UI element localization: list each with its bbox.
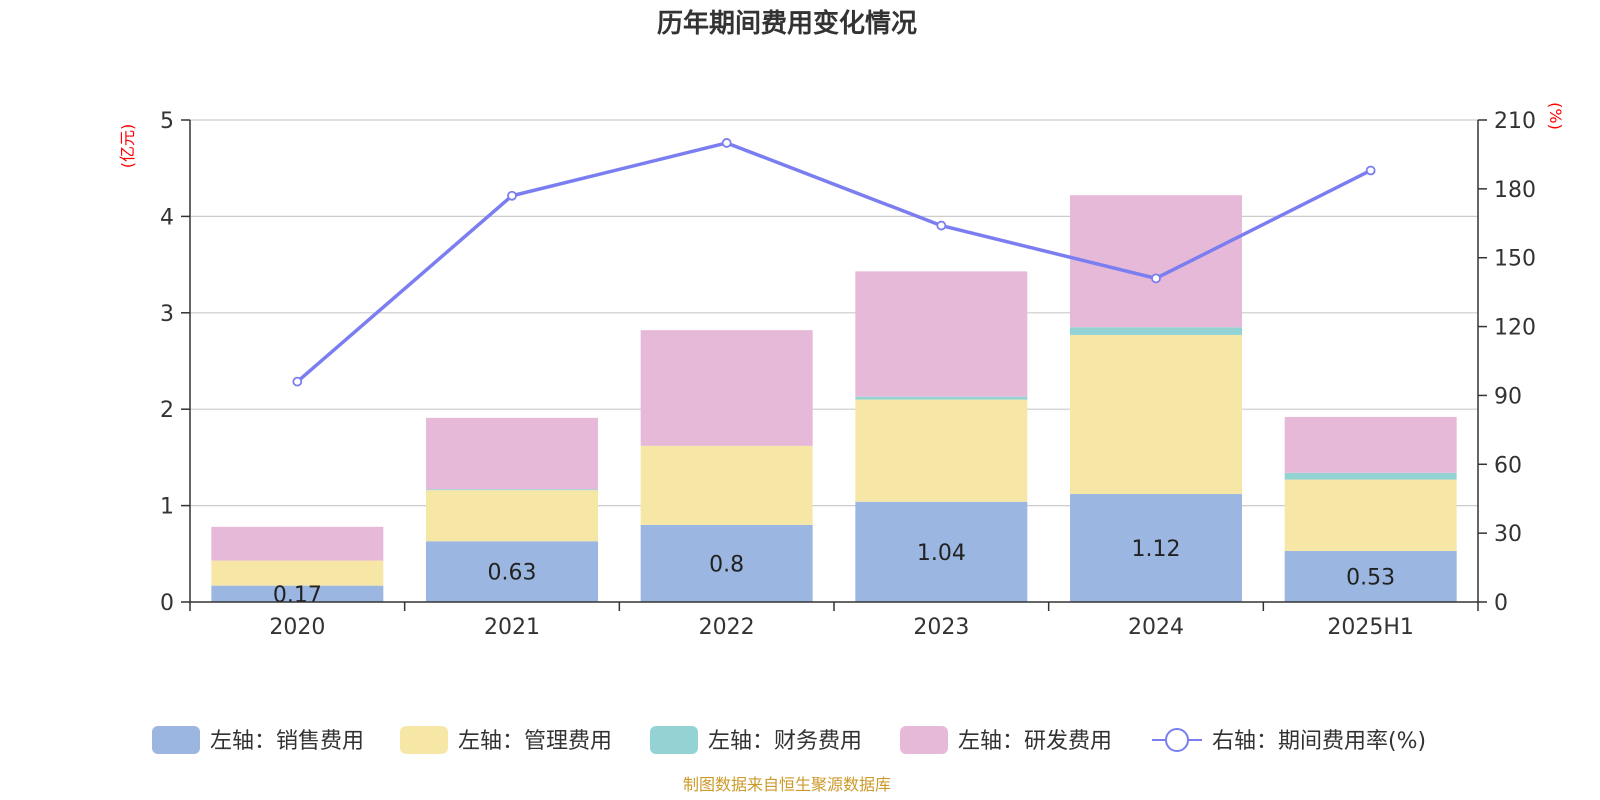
right-axis-unit: (%) xyxy=(1546,102,1565,130)
bar-segment xyxy=(426,417,598,490)
legend-label: 左轴：管理费用 xyxy=(458,729,612,754)
bar-segment xyxy=(1070,334,1242,495)
legend-label: 右轴：期间费用率(%) xyxy=(1212,729,1426,754)
bar-segment xyxy=(211,560,384,586)
right-tick-label: 120 xyxy=(1494,316,1536,341)
bar-segment xyxy=(1070,327,1242,335)
left-tick-label: 3 xyxy=(160,302,174,327)
right-tick-label: 90 xyxy=(1494,384,1522,409)
right-tick-label: 30 xyxy=(1494,522,1522,547)
right-tick-label: 150 xyxy=(1494,247,1536,272)
bar-segment xyxy=(211,526,384,561)
gridlines xyxy=(190,119,1478,507)
left-axis-unit: (亿元) xyxy=(118,124,137,169)
bar-segment xyxy=(1070,195,1242,328)
legend-swatch xyxy=(900,726,948,754)
legend-label: 左轴：财务费用 xyxy=(708,729,862,754)
bar-segment xyxy=(1284,472,1457,480)
bar-segment xyxy=(640,330,813,446)
x-tick-label: 2023 xyxy=(913,615,969,640)
bar-segment xyxy=(855,396,1028,400)
line-series xyxy=(292,138,1376,387)
right-tick-label: 60 xyxy=(1494,453,1522,478)
axes: 0 1 2 3 4 5 0 30 60 90 120 150 180 210 2020 2021 2022 202… xyxy=(160,109,1536,640)
rate-point xyxy=(507,190,517,201)
bar-segment xyxy=(855,399,1028,502)
rate-point xyxy=(721,138,732,148)
legend-item: 左轴：销售费用 xyxy=(152,726,364,754)
bar-segment xyxy=(855,271,1028,397)
chart-title: 历年期间费用变化情况 xyxy=(657,8,917,39)
bar-data-label: 0.17 xyxy=(273,583,322,608)
x-tick-label: 2025H1 xyxy=(1327,615,1414,640)
bar-data-label: 1.04 xyxy=(917,541,966,566)
left-tick-label: 1 xyxy=(160,495,174,520)
left-tick-label: 4 xyxy=(160,205,174,230)
bar-segment xyxy=(1284,550,1457,602)
rate-point xyxy=(1151,273,1161,284)
bar-segment xyxy=(1284,479,1457,551)
x-tick-label: 2024 xyxy=(1128,615,1184,640)
left-tick-label: 5 xyxy=(160,109,174,134)
bar-data-label: 0.8 xyxy=(709,552,744,577)
rate-line xyxy=(296,141,1372,383)
right-tick-label: 210 xyxy=(1494,109,1536,134)
bar-segment xyxy=(211,585,384,602)
bar-segment xyxy=(426,541,598,602)
rate-point xyxy=(292,376,303,387)
legend-swatch xyxy=(650,726,698,754)
right-tick-label: 0 xyxy=(1494,591,1508,616)
legend-swatch xyxy=(400,726,448,754)
bar-segment xyxy=(855,501,1028,602)
x-tick-label: 2021 xyxy=(484,615,540,640)
legend-item: 右轴：期间费用率(%) xyxy=(1152,728,1426,754)
bar-data-label: 1.12 xyxy=(1132,537,1181,562)
legend-item: 左轴：财务费用 xyxy=(650,726,862,754)
bar-segment xyxy=(426,489,598,491)
bar-segment xyxy=(640,524,813,602)
right-tick-label: 180 xyxy=(1494,178,1536,203)
x-tick-label: 2020 xyxy=(269,615,325,640)
bar-segment xyxy=(426,490,598,542)
legend-marker xyxy=(1165,728,1189,752)
x-tick-label: 2022 xyxy=(699,615,755,640)
bar-segment xyxy=(1070,494,1242,602)
legend-item: 左轴：研发费用 xyxy=(900,726,1112,754)
legend: 左轴：销售费用 左轴：管理费用 左轴：财务费用 左轴：研发费用 右轴：期间费用率(%) xyxy=(152,726,1426,754)
legend-label: 左轴：销售费用 xyxy=(210,729,364,754)
data-source-note: 制图数据来自恒生聚源数据库 xyxy=(683,775,891,794)
bar-data-label: 0.63 xyxy=(488,561,537,586)
bar-segment xyxy=(640,445,813,525)
legend-label: 左轴：研发费用 xyxy=(958,729,1112,754)
bar-segment xyxy=(1284,416,1457,473)
left-tick-label: 0 xyxy=(160,591,174,616)
left-tick-label: 2 xyxy=(160,398,174,423)
rate-point xyxy=(936,220,947,231)
bar-data-label: 0.53 xyxy=(1346,565,1395,590)
rate-point xyxy=(1365,165,1376,176)
legend-swatch xyxy=(152,726,200,754)
bar-series xyxy=(211,195,1457,602)
data-labels: 0.17 0.63 0.8 1.04 1.12 0.53 xyxy=(273,537,1395,608)
legend-item: 左轴：管理费用 xyxy=(400,726,612,754)
